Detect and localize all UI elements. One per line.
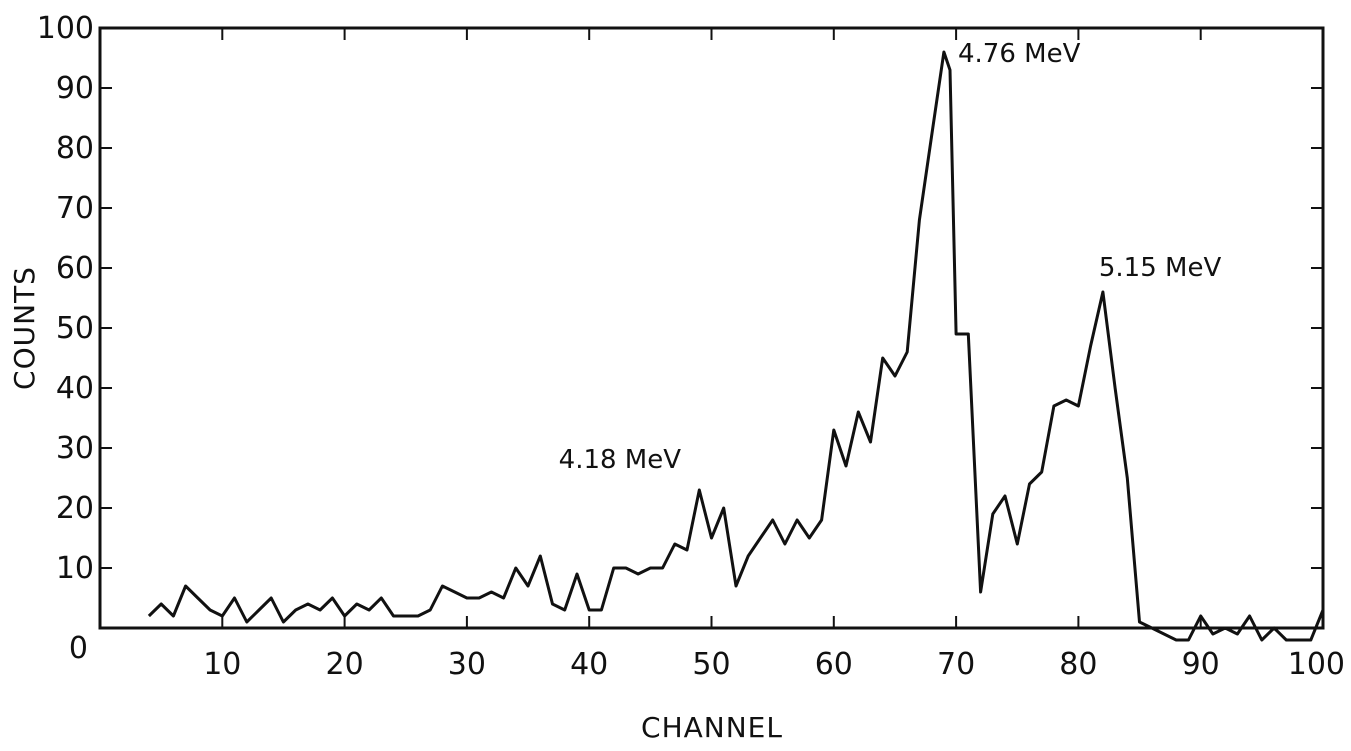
- x-axis-ticks: [221, 28, 1202, 628]
- y-tick-label: 40: [56, 371, 94, 406]
- y-tick-label: 80: [56, 131, 94, 166]
- y-tick-label: 90: [56, 71, 94, 106]
- y-tick-label: 100: [37, 11, 94, 46]
- y-tick-label: 10: [56, 551, 94, 586]
- y-tick-label: 50: [56, 311, 94, 346]
- x-tick-label: 20: [326, 647, 364, 682]
- y-axis-title: COUNTS: [8, 266, 41, 390]
- x-tick-label: 50: [692, 647, 730, 682]
- y-tick-label: 20: [56, 491, 94, 526]
- peak-label: 5.15 MeV: [1099, 253, 1222, 283]
- peak-label: 4.18 MeV: [559, 445, 682, 475]
- x-tick-label: 70: [937, 647, 975, 682]
- x-tick-label: 80: [1059, 647, 1097, 682]
- y-tick-label: 60: [56, 251, 94, 286]
- y-axis-tick-labels: 10 20 30 40 50 60 70 80 90 100: [37, 11, 94, 586]
- x-tick-label: 60: [815, 647, 853, 682]
- peak-annotations: 4.18 MeV 4.76 MeV 5.15 MeV: [559, 39, 1222, 475]
- x-tick-label: 40: [570, 647, 608, 682]
- series-line: [147, 50, 1325, 642]
- x-axis-title: CHANNEL: [641, 711, 783, 744]
- x-tick-label: 0: [69, 631, 88, 666]
- y-tick-label: 30: [56, 431, 94, 466]
- x-tick-label: 10: [203, 647, 241, 682]
- peak-label: 4.76 MeV: [958, 39, 1081, 69]
- x-axis-tick-labels: 0 10 20 30 40 50 60 70 80 90 100: [69, 631, 1345, 682]
- y-axis-ticks: [100, 87, 1323, 569]
- x-tick-label: 30: [448, 647, 486, 682]
- y-tick-label: 70: [56, 191, 94, 226]
- x-tick-label: 100: [1288, 647, 1345, 682]
- x-tick-label: 90: [1182, 647, 1220, 682]
